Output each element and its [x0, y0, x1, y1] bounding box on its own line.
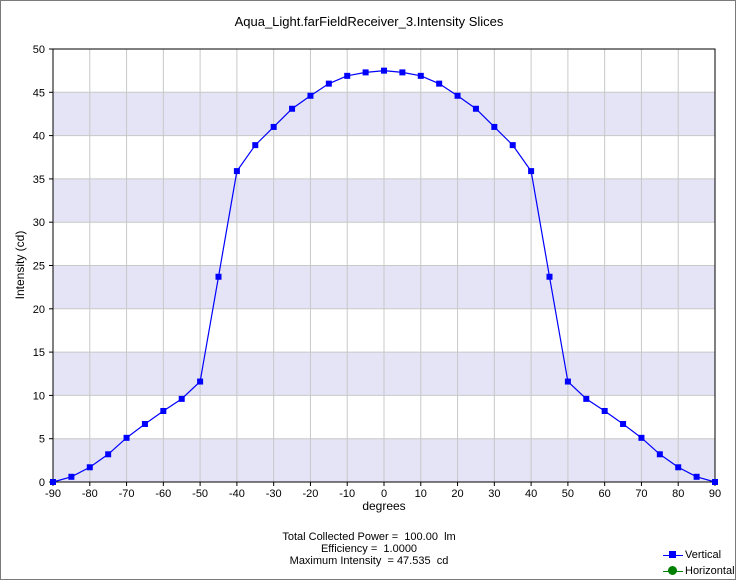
series-layer	[50, 67, 718, 485]
x-tick-label: -70	[119, 488, 135, 500]
data-point	[472, 105, 479, 112]
data-point	[105, 451, 112, 458]
legend-entry-horizontal: Horizontal	[663, 563, 735, 579]
y-axis-label: Intensity (cd)	[13, 231, 27, 300]
y-tick-label: 50	[33, 44, 45, 56]
x-tick-label: -50	[192, 488, 208, 500]
intensity-chart: Aqua_Light.farFieldReceiver_3.Intensity …	[13, 14, 721, 513]
x-tick-label: -10	[339, 488, 355, 500]
x-tick-label: 30	[488, 488, 500, 500]
data-point	[233, 168, 240, 175]
data-point	[215, 273, 222, 280]
y-tick-label: 0	[39, 477, 45, 489]
x-tick-label: 0	[381, 488, 387, 500]
x-tick-label: -30	[266, 488, 282, 500]
x-tick-label: -90	[45, 488, 61, 500]
y-tick-label: 30	[33, 217, 45, 229]
data-point	[399, 69, 406, 76]
x-tick-label: -80	[82, 488, 98, 500]
x-tick-label: 70	[635, 488, 647, 500]
chart-title: Aqua_Light.farFieldReceiver_3.Intensity …	[235, 14, 504, 29]
data-point	[528, 168, 535, 175]
data-point	[491, 123, 498, 130]
y-tick-label: 5	[39, 434, 45, 446]
x-tick-label: -60	[155, 488, 171, 500]
data-point	[601, 407, 608, 414]
x-tick-label: 90	[709, 488, 721, 500]
y-tick-label: 15	[33, 347, 45, 359]
data-point	[620, 420, 627, 427]
x-tick-label: 60	[599, 488, 611, 500]
max-intensity-text: Maximum Intensity = 47.535 cd	[289, 555, 449, 567]
data-point	[675, 464, 682, 471]
data-point	[86, 464, 93, 471]
data-point	[583, 395, 590, 402]
legend-label-vertical: Vertical	[685, 549, 722, 561]
square-marker-icon	[663, 550, 683, 560]
data-point	[509, 142, 516, 149]
data-point	[417, 72, 424, 79]
data-point	[325, 80, 332, 87]
circle-marker-icon	[663, 566, 683, 576]
data-point	[362, 69, 369, 76]
y-axis-ticks: 0 5 10 15 20 25 30 35 40 45 50	[33, 44, 53, 489]
legend-label-horizontal: Horizontal	[685, 565, 735, 577]
x-axis-ticks: -90 -80 -70 -60 -50 -40 -30 -20 -10 0 10 20 30 40 50 60…	[45, 482, 721, 500]
data-point	[546, 273, 553, 280]
x-tick-label: 10	[415, 488, 427, 500]
efficiency-text: Efficiency = 1.0000	[320, 543, 418, 555]
stats-summary: Total Collected Power = 100.00 lm Effici…	[1, 531, 736, 567]
y-tick-label: 45	[33, 87, 45, 99]
y-tick-label: 40	[33, 131, 45, 143]
y-tick-label: 35	[33, 174, 45, 186]
chart-legend: Vertical Horizontal	[663, 547, 735, 579]
data-point	[564, 378, 571, 385]
data-point	[289, 105, 296, 112]
data-point	[123, 434, 130, 441]
data-point	[197, 378, 204, 385]
data-point	[68, 473, 75, 480]
total-power-text: Total Collected Power = 100.00 lm	[282, 531, 456, 543]
x-tick-label: -20	[302, 488, 318, 500]
data-point	[270, 123, 277, 130]
y-tick-label: 20	[33, 304, 45, 316]
data-point	[656, 451, 663, 458]
x-tick-label: 50	[562, 488, 574, 500]
data-point	[252, 142, 259, 149]
y-tick-label: 10	[33, 390, 45, 402]
data-point	[344, 72, 351, 79]
data-point	[454, 92, 461, 99]
y-tick-label: 25	[33, 261, 45, 273]
data-point	[307, 92, 314, 99]
data-point	[178, 395, 185, 402]
data-point	[712, 479, 718, 485]
data-point	[160, 407, 167, 414]
data-point	[638, 434, 645, 441]
data-point	[381, 67, 387, 74]
x-tick-label: 20	[451, 488, 463, 500]
data-point	[141, 420, 148, 427]
x-tick-label: 80	[672, 488, 684, 500]
x-axis-label: degrees	[362, 499, 405, 513]
x-tick-label: -40	[229, 488, 245, 500]
data-point	[693, 473, 700, 480]
data-point	[436, 80, 443, 87]
x-tick-label: 40	[525, 488, 537, 500]
data-point	[50, 479, 56, 485]
legend-entry-vertical: Vertical	[663, 547, 735, 563]
